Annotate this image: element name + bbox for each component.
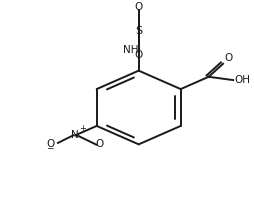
Text: O: O [224, 53, 233, 63]
Text: S: S [135, 26, 142, 36]
Text: O: O [135, 2, 143, 11]
Text: NH: NH [123, 45, 139, 55]
Text: +: + [80, 124, 87, 133]
Text: O: O [135, 50, 143, 60]
Text: OH: OH [234, 75, 250, 85]
Text: −: − [46, 143, 53, 152]
Text: N: N [71, 130, 79, 140]
Text: O: O [96, 139, 104, 149]
Text: O: O [46, 139, 55, 149]
